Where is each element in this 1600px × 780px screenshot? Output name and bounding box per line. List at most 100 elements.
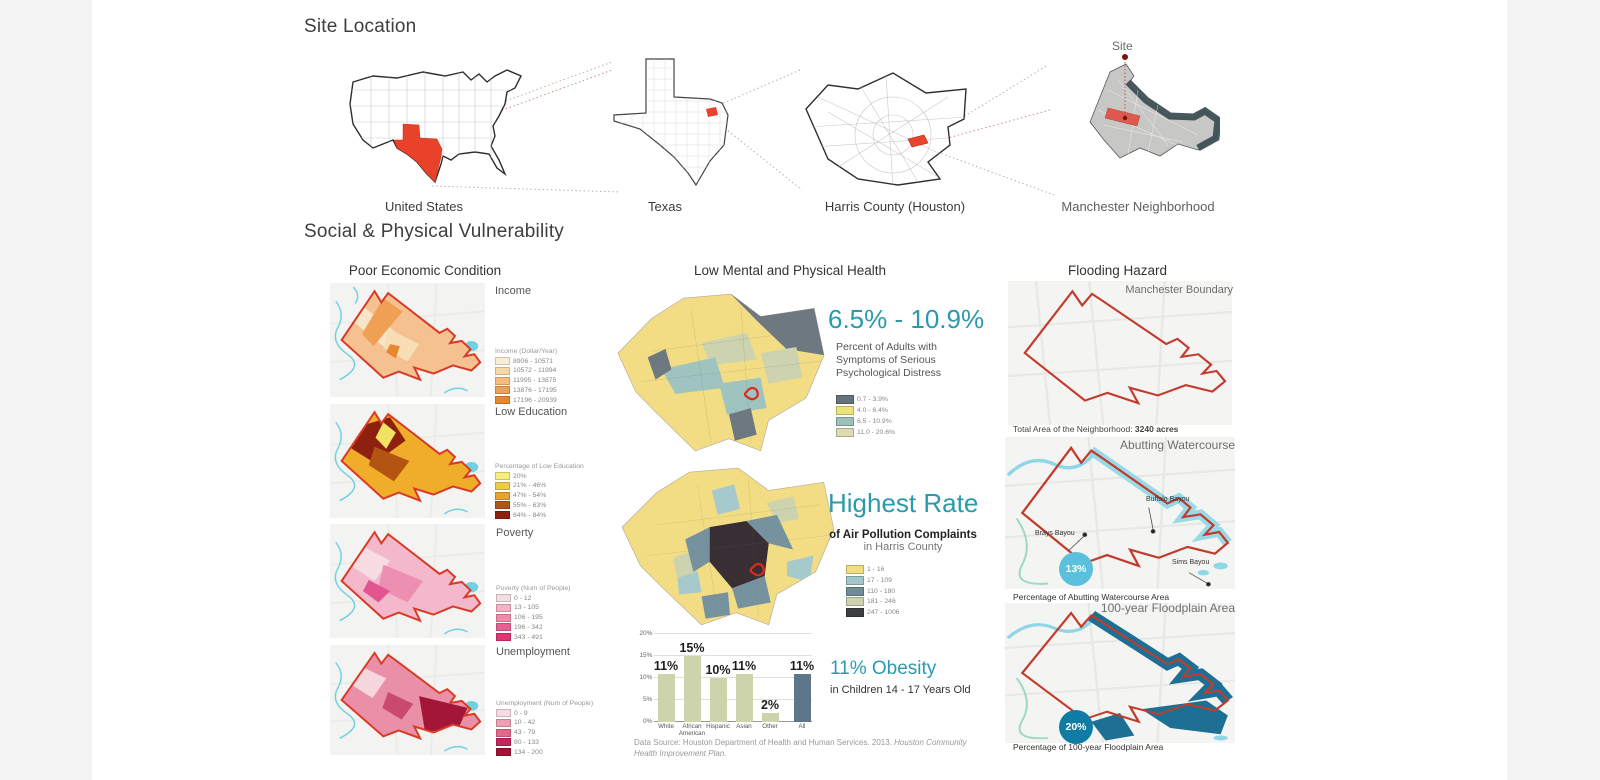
poverty-map [330,524,485,638]
income-legend-title: Income (Dollar/Year) [495,348,558,355]
brays-bayou-label: Brays Bayou [1035,530,1075,537]
bar-value: 10% [705,663,731,677]
manchester-highlight [907,134,929,148]
legend-label: 20% [513,472,527,480]
legend-swatch [496,613,511,622]
legend-swatch [495,501,510,510]
floodplain-percentage-badge: 20% [1059,710,1093,744]
caption-texas: Texas [648,199,682,214]
bar-category: White [658,723,674,730]
legend-swatch [846,608,864,618]
legend-swatch [495,472,510,480]
legend-swatch [496,633,511,642]
us-map [349,69,522,184]
legend-swatch [836,427,854,437]
poverty-legend-title: Poverty (Num of People) [496,585,571,592]
bar-group: 2% Other [760,698,780,730]
distress-legend: 0.7 - 3.9% 4.0 - 6.4% 6.5 - 10.9% 11.0 -… [836,395,984,437]
legend-swatch [846,565,864,574]
data-source-note: Data Source: Houston Department of Healt… [634,737,982,759]
manchester-outline-marker [749,563,765,577]
boundary-map-label: Manchester Boundary [1125,284,1233,296]
bar-group: 11% All [790,659,814,730]
watercourse-map-label: Abutting Watercourse [1120,438,1235,452]
unemployment-label: Unemployment [496,646,570,658]
bar-group: 15% African American [679,641,705,737]
obesity-stat-block: 11% Obesity in Children 14 - 17 Years Ol… [830,658,971,696]
legend-label: 43 - 79 [514,729,536,737]
bar-hispanic [709,678,727,722]
distress-map [617,293,825,452]
y-tick: 20% [639,630,653,637]
legend-label: 0 - 12 [514,594,532,602]
bar-value: 15% [679,641,705,655]
bar-category: African American [678,723,706,737]
pollution-desc-rest: in Harris County [863,541,943,553]
caption-manchester: Manchester Neighborhood [1061,199,1215,214]
site-area-highlight [1104,107,1141,127]
distress-desc-line2: Symptoms of Serious [836,353,936,366]
site-marker-label: Site [1112,39,1133,53]
bar-category: Other [762,723,778,730]
bar-value: 11% [653,658,679,673]
bar-category: Hispanic [706,723,730,730]
education-legend: Percentage of Low Education 20% 21% - 46… [495,463,584,520]
legend-swatch [496,594,511,602]
legend-label: 10 - 42 [514,719,536,727]
legend-label: 17196 - 20939 [513,396,557,404]
income-label: Income [495,285,532,297]
bar-african-american [683,656,701,722]
obesity-bar-plot: 0% 5% 10% 15% 20% 11% White 15% African Am… [639,630,814,737]
flooding-column-title: Flooding Hazard [1067,263,1168,278]
poverty-label: Poverty [496,527,534,539]
legend-label: 47% - 54% [513,492,547,500]
total-area-note: Total Area of the Neighborhood: 3240 acr… [1013,424,1178,434]
legend-label: 11995 - 13875 [513,377,557,385]
boundary-map [1008,281,1232,425]
legend-swatch [495,481,510,490]
site-location-heading: Site Location [304,16,417,37]
ship-channel-water [1125,79,1220,152]
bar-group: 10% Hispanic [705,663,731,730]
legend-swatch [495,511,510,520]
right-margin-strip [1507,0,1600,780]
legend-swatch [496,728,511,737]
bar-group: 11% Asian [732,659,756,730]
legend-label: 343 - 491 [514,633,543,641]
legend-label: 11.0 - 20.6% [857,428,896,436]
watercourse-percentage-badge: 13% [1059,552,1093,586]
floodplain-map [1005,603,1235,743]
legend-swatch [836,395,854,405]
caption-harris-county: Harris County (Houston) [824,199,966,214]
legend-label: 6.5 - 10.9% [857,417,892,425]
obesity-bar-chart: 0% 5% 10% 15% 20% 11% White 15% African Am… [634,622,824,737]
sims-bayou-label: Sims Bayou [1172,559,1210,566]
data-source-italic: Houston Community Health Improvement Pla… [634,738,967,759]
legend-label: 13876 - 17195 [513,386,557,394]
legend-swatch [496,718,511,727]
distress-stat: 6.5% - 10.9% [828,304,985,334]
pollution-legend: 1 - 16 17 - 109 110 - 180 181 - 246 247 … [846,565,988,618]
unemployment-map [330,645,485,755]
harris-county-highlight [706,107,718,117]
distress-desc-line3: Psychological Distress [836,366,942,379]
legend-swatch [495,386,510,395]
legend-swatch [846,586,864,596]
legend-swatch [836,406,854,416]
y-tick: 15% [639,652,653,659]
harris-county-map [805,72,967,186]
bar-all [793,673,811,722]
legend-label: 110 - 180 [867,587,896,595]
education-label: Low Education [495,406,568,418]
watercourse-map [1005,437,1235,589]
legend-label: 55% - 63% [513,501,547,509]
unemployment-legend-title: Unemployment (Num of People) [496,700,594,707]
legend-swatch [496,709,511,717]
legend-label: 196 - 342 [514,623,543,631]
bar-other [761,713,779,722]
distress-desc: Percent of Adults with Symptoms of Serio… [836,341,984,379]
bar-asian [735,673,753,722]
y-tick: 0% [643,718,653,725]
y-tick: 5% [643,696,653,703]
